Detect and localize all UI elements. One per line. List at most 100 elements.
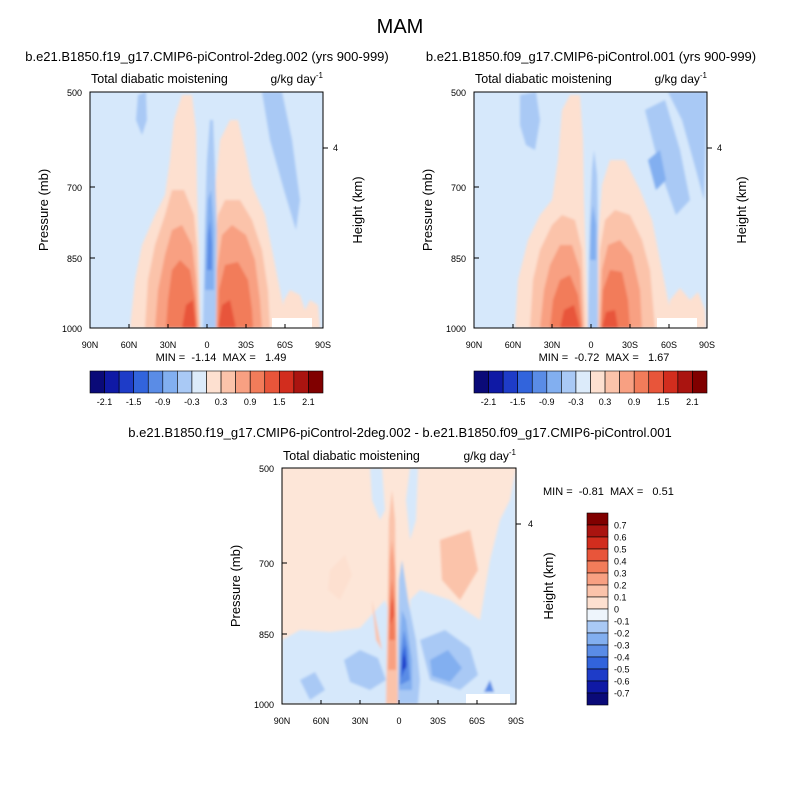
colorbar-3-swatch-5: [586, 572, 609, 586]
panel-3-variable-label: Total diabatic moistening: [283, 449, 420, 463]
colorbar-3-swatch-2: [586, 536, 609, 550]
colorbar-3-swatch-9: [586, 620, 609, 634]
colorbar-1-swatch-8: [206, 370, 222, 394]
panel-1-ytick-700: 700: [67, 183, 82, 193]
panel-3-xticks: 90N 60N 30N 0 30S 60S 90S: [274, 716, 524, 726]
colorbar-1-swatch-0: [89, 370, 105, 394]
panel-2-stats: MIN = -0.72 MAX = 1.67: [539, 352, 670, 364]
colorbar-1-swatch-3: [133, 370, 149, 394]
colorbar-2-swatch-11: [633, 370, 650, 394]
colorbar-3-swatch-1: [586, 524, 609, 538]
panel-3-xtick-30N: 30N: [352, 716, 369, 726]
colorbar-2-label-0: -2.1: [481, 397, 497, 407]
panel-2-xtick-90N: 90N: [466, 340, 483, 350]
panel-3-ytick-500: 500: [259, 464, 274, 474]
colorbar-2-swatch-2: [502, 370, 518, 394]
colorbar-3-swatch-11: [586, 644, 609, 658]
panel-2-xtick-0: 0: [588, 340, 593, 350]
colorbar-2-swatch-3: [517, 370, 533, 394]
panel-2-ytick-700: 700: [451, 183, 466, 193]
panel-2-xtick-60N: 60N: [505, 340, 522, 350]
colorbar-2-label-6: 1.5: [657, 397, 670, 407]
panel-1-contour-field: [90, 92, 323, 328]
colorbar-2-swatch-6: [561, 370, 577, 394]
panel-1-variable-label: Total diabatic moistening: [91, 72, 228, 86]
colorbar-1-swatch-2: [118, 370, 134, 394]
colorbar-1-swatch-15: [308, 370, 324, 394]
panel-1-xtick-30S: 30S: [238, 340, 254, 350]
panel-3-title: b.e21.B1850.f19_g17.CMIP6-piControl-2deg…: [128, 425, 671, 440]
colorbar-3-swatch-0: [586, 512, 609, 526]
colorbar-2-swatch-1: [488, 370, 504, 394]
panel-1-xtick-60N: 60N: [121, 340, 138, 350]
colorbar-2-swatch-9: [604, 370, 620, 394]
colorbar-3-label-11: -0.4: [614, 653, 630, 663]
colorbar-1-swatch-12: [264, 370, 280, 394]
colorbar-1-swatch-5: [162, 370, 178, 394]
panel-2-xticks: 90N 60N 30N 0 30S 60S 90S: [466, 340, 715, 350]
panel-1-xticks: 90N 60N 30N 0 30S 60S 90S: [82, 340, 331, 350]
colorbar-3-swatch-14: [586, 680, 609, 694]
colorbar-1-label-4: 0.3: [215, 397, 228, 407]
colorbar-1-swatch-9: [220, 370, 236, 394]
panel-2-colorbar: -2.1 -1.5 -0.9 -0.3 0.3 0.9 1.5 2.1: [473, 370, 708, 407]
panel-3-contour-field: [282, 468, 516, 704]
panel-1-xtick-30N: 30N: [160, 340, 177, 350]
colorbar-2-swatch-13: [663, 370, 679, 394]
colorbar-3-label-10: -0.3: [614, 641, 630, 651]
panel-1-colorbar: -2.1 -1.5 -0.9 -0.3 0.3 0.9 1.5 2.1: [89, 370, 324, 407]
panel-3-xtick-60N: 60N: [313, 716, 330, 726]
colorbar-2-label-3: -0.3: [568, 397, 584, 407]
panel-1-ytick-850: 850: [67, 254, 82, 264]
panel-3-xtick-90N: 90N: [274, 716, 291, 726]
panel-3-units: g/kg day-1: [464, 448, 517, 463]
panel-2-ytick-1000: 1000: [446, 324, 466, 334]
colorbar-1-label-2: -0.9: [155, 397, 171, 407]
colorbar-3-label-13: -0.6: [614, 677, 630, 687]
panel-3-ylabel: Pressure (mb): [228, 545, 243, 627]
panel-3-ylabel-right: Height (km): [541, 552, 556, 619]
colorbar-3-label-5: 0.2: [614, 581, 627, 591]
panel-1-xtick-0: 0: [204, 340, 209, 350]
panel-1-yticks: 500 700 850 1000: [62, 88, 82, 334]
colorbar-1-label-3: -0.3: [184, 397, 200, 407]
colorbar-3-swatch-7: [586, 596, 609, 610]
figure-title: MAM: [377, 16, 424, 38]
colorbar-3-swatch-3: [586, 548, 609, 562]
panel-1-xtick-90N: 90N: [82, 340, 99, 350]
colorbar-2-swatch-10: [619, 370, 635, 394]
panel-1-xtick-60S: 60S: [277, 340, 293, 350]
colorbar-1-swatch-11: [249, 370, 266, 394]
panel-1-xtick-90S: 90S: [315, 340, 331, 350]
colorbar-1-label-6: 1.5: [273, 397, 286, 407]
colorbar-3-label-1: 0.6: [614, 533, 627, 543]
panel-2-yticks: 500 700 850 1000: [446, 88, 466, 334]
panel-3-stats: MIN = -0.81 MAX = 0.51: [543, 486, 674, 498]
panel-2-ylabel-right: Height (km): [734, 176, 749, 243]
colorbar-2-label-4: 0.3: [599, 397, 612, 407]
panel-3-xtick-60S: 60S: [469, 716, 485, 726]
colorbar-2-swatch-12: [648, 370, 664, 394]
panel-2-xtick-30N: 30N: [544, 340, 561, 350]
colorbar-1-label-5: 0.9: [244, 397, 257, 407]
panel-3-xtick-0: 0: [396, 716, 401, 726]
colorbar-3-swatch-10: [586, 632, 609, 646]
panel-1-ylabel-right: Height (km): [350, 176, 365, 243]
colorbar-2-swatch-14: [677, 370, 693, 394]
colorbar-3-label-3: 0.4: [614, 557, 627, 567]
colorbar-2-swatch-5: [546, 370, 562, 394]
colorbar-2-label-7: 2.1: [686, 397, 699, 407]
colorbar-3-label-8: -0.1: [614, 617, 630, 627]
colorbar-3-swatch-13: [586, 668, 609, 682]
colorbar-3-swatch-4: [586, 560, 609, 574]
colorbar-1-label-7: 2.1: [302, 397, 315, 407]
panel-2-units: g/kg day-1: [655, 71, 708, 86]
colorbar-3-label-0: 0.7: [614, 521, 627, 531]
panel-2-variable-label: Total diabatic moistening: [475, 72, 612, 86]
colorbar-2-swatch-15: [692, 370, 708, 394]
colorbar-3-label-14: -0.7: [614, 689, 630, 699]
panel-3-yticks: 500 700 850 1000: [254, 464, 274, 710]
panel-1-ytick-500: 500: [67, 88, 82, 98]
colorbar-3-swatch-15: [586, 692, 609, 706]
panel-3-right-tick-4: 4: [528, 519, 533, 529]
